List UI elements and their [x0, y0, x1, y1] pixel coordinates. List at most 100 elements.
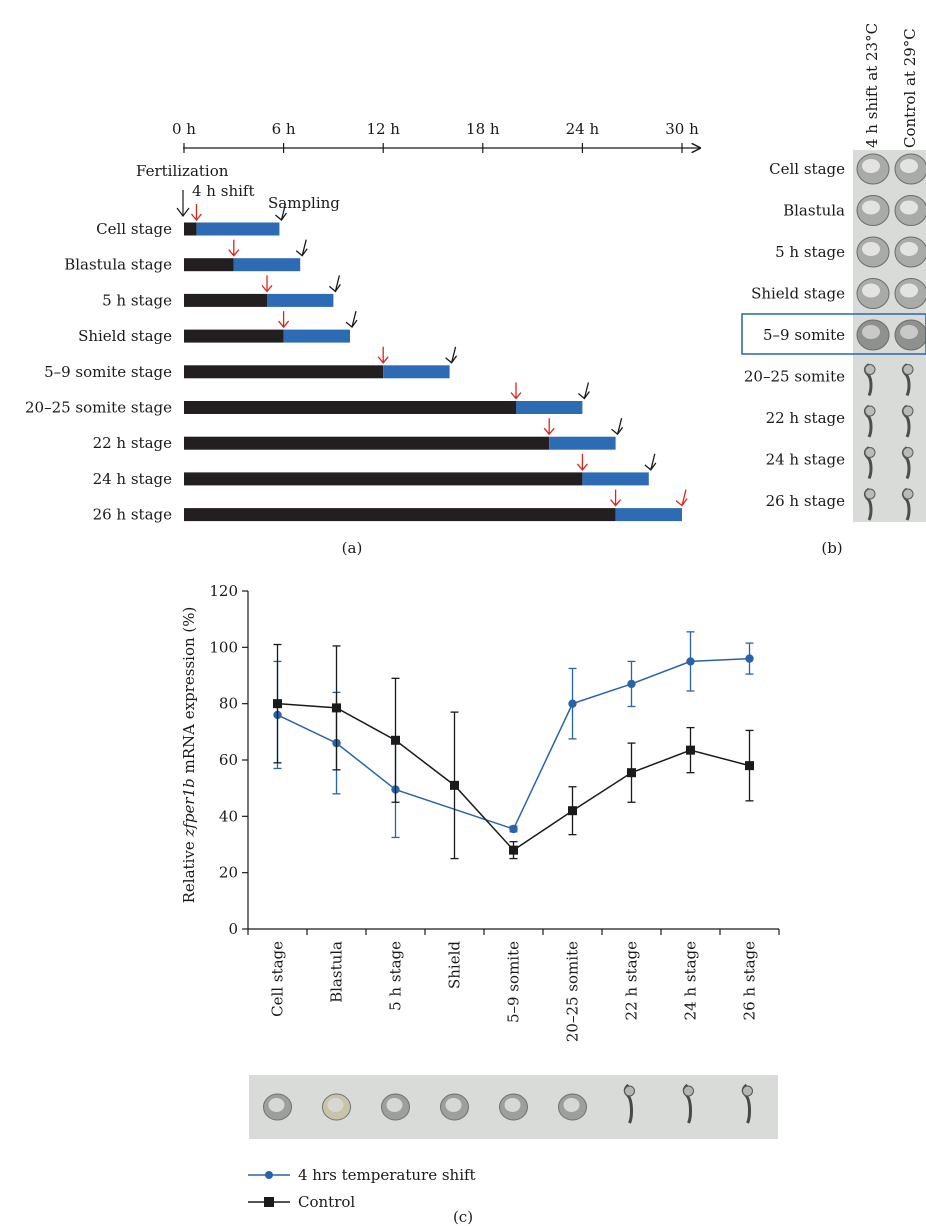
y-tick-label: 120: [209, 582, 238, 600]
x-tick-label: 5 h stage: [387, 941, 405, 1011]
x-tick-label: 26 h stage: [741, 941, 759, 1021]
stage-row-label: Cell stage: [96, 220, 172, 238]
embryo-yolk: [900, 242, 918, 256]
timeline-tick-label: 6 h: [272, 120, 296, 138]
stage-row-label: 24 h stage: [93, 470, 173, 488]
timeline-tick-label: 12 h: [366, 120, 400, 138]
data-point: [568, 699, 577, 708]
x-tick-label: 24 h stage: [682, 941, 700, 1021]
y-axis-title: Relative zfper1b mRNA expression (%): [180, 607, 198, 904]
embryo-thumbnails: [263, 1083, 753, 1124]
data-point: [686, 657, 695, 666]
legend-shift-marker: [265, 1171, 273, 1179]
embryo-row-label-5-9-somite: 5–9 somite: [763, 326, 845, 344]
x-tick-label: Cell stage: [269, 941, 287, 1017]
panel-a-timeline: 0 h 6 h 12 h 18 h 24 h 30 h Fertilization 4 h…: [25, 120, 700, 557]
panel-c-chart: 0 20 40 60 80 100 120 Cell stage Blastula 5 h sta…: [180, 582, 780, 1226]
embryo-row-label-5-h-stage: 5 h stage: [775, 243, 845, 261]
embryo-yolk: [862, 325, 880, 339]
timeline-tick-label: 30 h: [665, 120, 699, 138]
pre-shift-bar: [184, 436, 550, 450]
fertilization-annotation: Fertilization: [136, 162, 229, 180]
shift-bar: [582, 472, 649, 486]
panel-b-rows: Cell stage Blastula 5 h stage Shield stage 5…: [744, 153, 926, 521]
legend-control-label: Control: [298, 1193, 355, 1211]
shift-bar: [549, 436, 616, 450]
stage-row-label: Blastula stage: [64, 256, 172, 274]
embryo-head: [902, 488, 914, 500]
y-tick-label: 0: [228, 920, 238, 938]
x-tick-label: Blastula: [328, 941, 346, 1003]
chart-axes: 0 20 40 60 80 100 120 Cell stage Blastula 5 h sta…: [209, 582, 780, 1042]
x-tick-label: 5–9 somite: [505, 941, 523, 1023]
shift-bar: [196, 222, 280, 236]
y-tick-label: 20: [219, 864, 238, 882]
embryo-yolk: [386, 1098, 403, 1112]
timeline-ticks: 0 h 6 h 12 h 18 h 24 h 30 h: [172, 120, 699, 153]
sampling-arrow: [644, 453, 657, 471]
y-tick-label: 100: [209, 638, 238, 656]
shift-bar: [233, 258, 301, 272]
data-point: [332, 703, 341, 713]
column-header-shift: 4 h shift at 23°C: [863, 23, 881, 148]
series-line-4-hrs-temperature-shift: [277, 657, 750, 830]
y-tick-label: 60: [219, 751, 238, 769]
embryo-head: [864, 364, 876, 375]
x-tick-label: Shield: [446, 941, 464, 989]
timeline-tick-label: 0 h: [172, 120, 196, 138]
data-point: [627, 768, 636, 778]
chart-series: [273, 631, 754, 860]
pre-shift-bar: [184, 508, 616, 522]
y-tick-label: 40: [219, 807, 238, 825]
pre-shift-bar: [184, 258, 234, 272]
shift-start-arrow: [190, 204, 202, 222]
embryo-yolk: [862, 159, 880, 173]
embryo-row-label-22-h-stage: 22 h stage: [766, 409, 846, 427]
fertilization-arrow-head: [176, 207, 190, 217]
embryo-yolk: [445, 1098, 462, 1112]
embryo-row-label-cell-stage: Cell stage: [769, 160, 845, 178]
highlight-box-5-9-somite: [741, 313, 926, 355]
sampling-arrow: [275, 203, 287, 221]
shift-start-arrow: [377, 346, 389, 364]
shift-bar: [283, 329, 350, 343]
y-tick-label: 80: [219, 695, 238, 713]
sampling-arrow: [675, 489, 688, 507]
stage-row-label: 20–25 somite stage: [25, 399, 172, 417]
pre-shift-bar: [184, 222, 197, 236]
embryo-yolk: [862, 242, 880, 256]
data-point: [509, 824, 518, 834]
column-header-control: Control at 29°C: [901, 28, 919, 148]
data-point: [627, 679, 636, 689]
sampling-arrow: [577, 382, 590, 400]
timeline-tick-label: 24 h: [566, 120, 600, 138]
embryo-yolk: [900, 200, 918, 215]
pre-shift-bar: [184, 293, 267, 307]
legend-control-marker: [264, 1197, 274, 1207]
data-point: [568, 806, 577, 816]
panel-c-label: (c): [453, 1208, 473, 1226]
data-point: [450, 780, 459, 790]
embryo-yolk: [504, 1098, 521, 1112]
pre-shift-bar: [184, 365, 384, 379]
panel-b-embryo-images: 4 h shift at 23°C Control at 29°C Cell s…: [741, 23, 926, 557]
timeline-tick-label: 18 h: [466, 120, 500, 138]
embryo-head: [624, 1085, 635, 1097]
stage-rows: Cell stage Blastula stage 5 h stage Shield …: [25, 203, 688, 524]
shift-start-arrow: [510, 382, 522, 400]
data-point: [509, 845, 518, 855]
data-point: [391, 735, 400, 745]
pre-shift-bar: [184, 472, 583, 486]
legend-shift-label: 4 hrs temperature shift: [298, 1166, 476, 1184]
shift-start-arrow: [278, 311, 290, 329]
pre-shift-bar: [184, 329, 284, 343]
stage-row-label: 5–9 somite stage: [44, 363, 172, 381]
sampling-arrow: [295, 239, 308, 257]
data-point: [745, 761, 754, 771]
embryo-yolk: [268, 1098, 285, 1112]
embryo-yolk: [563, 1098, 580, 1112]
shift-start-arrow: [576, 453, 588, 471]
shift-bar: [516, 401, 583, 414]
x-tick-label: 22 h stage: [623, 941, 641, 1021]
embryo-head: [902, 364, 914, 375]
